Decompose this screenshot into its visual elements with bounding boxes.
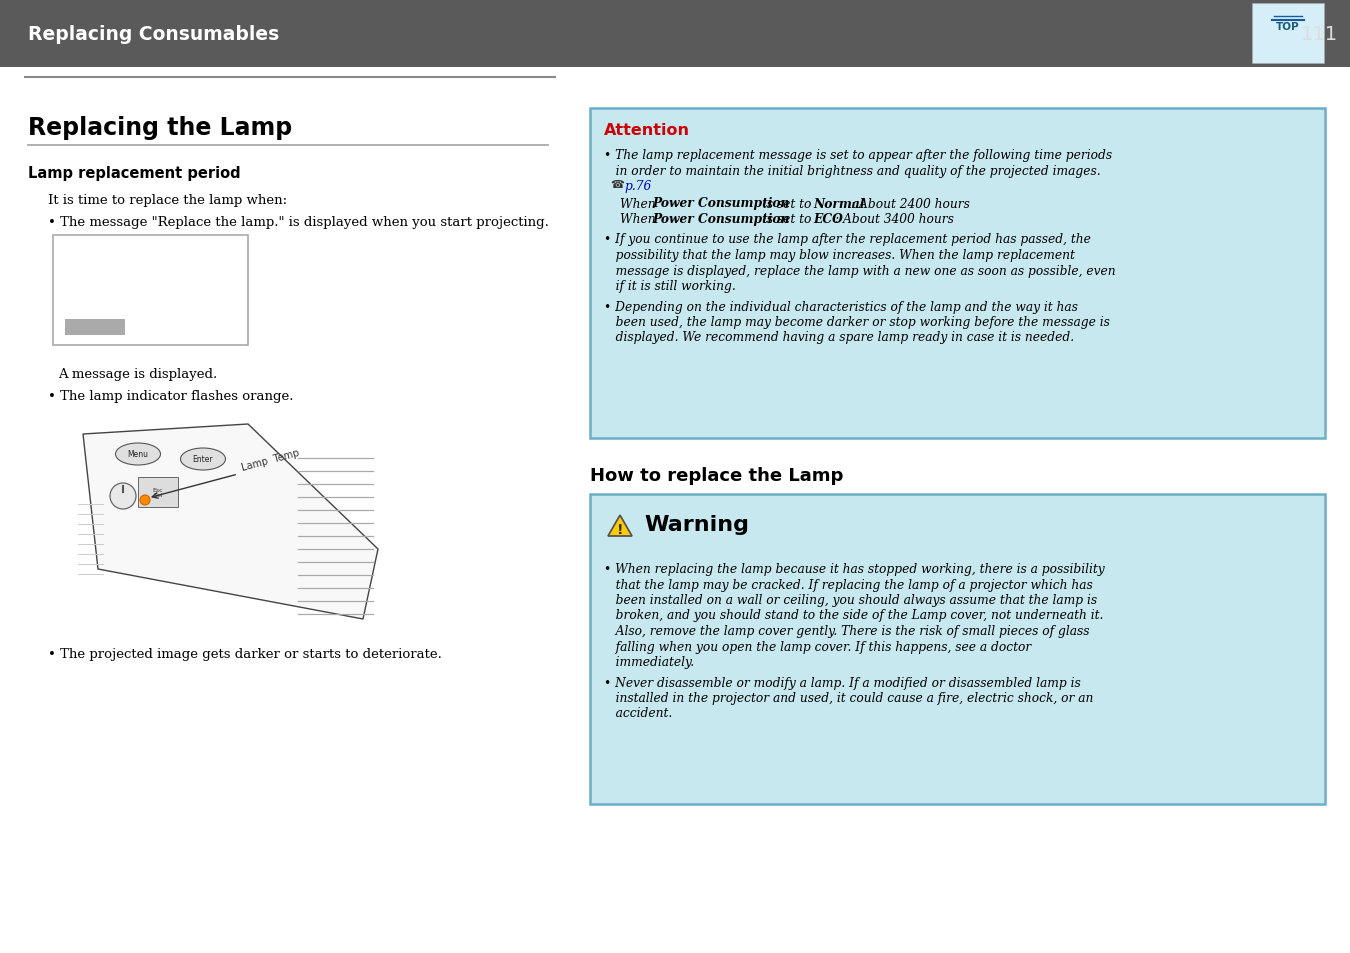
Text: Enter: Enter: [193, 455, 213, 464]
Text: broken, and you should stand to the side of the Lamp cover, not underneath it.: broken, and you should stand to the side…: [603, 609, 1103, 622]
Text: Warning: Warning: [644, 515, 749, 535]
Text: falling when you open the lamp cover. If this happens, see a doctor: falling when you open the lamp cover. If…: [603, 639, 1031, 653]
Text: 111: 111: [1301, 25, 1338, 44]
Text: message is displayed, replace the lamp with a new one as soon as possible, even: message is displayed, replace the lamp w…: [603, 264, 1115, 277]
Text: When: When: [620, 197, 660, 211]
Text: Replacing Consumables: Replacing Consumables: [28, 25, 279, 44]
Text: • The lamp indicator flashes orange.: • The lamp indicator flashes orange.: [49, 390, 293, 402]
Text: Lamp replacement period: Lamp replacement period: [28, 166, 240, 181]
Circle shape: [109, 483, 136, 510]
Text: is set to: is set to: [759, 197, 815, 211]
Bar: [590, 495, 1324, 804]
Bar: [65, 319, 126, 335]
Text: Menu: Menu: [127, 450, 148, 459]
Text: Power Consumption: Power Consumption: [652, 213, 790, 226]
Text: • The projected image gets darker or starts to deteriorate.: • The projected image gets darker or sta…: [49, 647, 441, 660]
Text: been used, the lamp may become darker or stop working before the message is: been used, the lamp may become darker or…: [603, 315, 1110, 329]
Bar: [53, 235, 248, 346]
Text: • When replacing the lamp because it has stopped working, there is a possibility: • When replacing the lamp because it has…: [603, 562, 1104, 576]
Text: immediately.: immediately.: [603, 656, 694, 668]
Text: It is time to replace the lamp when:: It is time to replace the lamp when:: [49, 193, 288, 207]
Bar: [1251, 4, 1324, 64]
Text: When: When: [620, 213, 660, 226]
Polygon shape: [608, 516, 632, 537]
Bar: [138, 477, 178, 507]
Text: ECO: ECO: [813, 213, 842, 226]
Text: in order to maintain the initial brightness and quality of the projected images.: in order to maintain the initial brightn…: [603, 164, 1100, 177]
Text: TOP: TOP: [1276, 22, 1300, 31]
Text: been installed on a wall or ceiling, you should always assume that the lamp is: been installed on a wall or ceiling, you…: [603, 594, 1098, 606]
Text: • The message "Replace the lamp." is displayed when you start projecting.: • The message "Replace the lamp." is dis…: [49, 215, 549, 229]
Text: • Depending on the individual characteristics of the lamp and the way it has: • Depending on the individual characteri…: [603, 300, 1077, 314]
Text: ☎: ☎: [610, 180, 624, 190]
Text: installed in the projector and used, it could cause a fire, electric shock, or a: installed in the projector and used, it …: [603, 691, 1094, 704]
Text: accident.: accident.: [603, 707, 672, 720]
Text: Power Consumption: Power Consumption: [652, 197, 790, 211]
Text: is set to: is set to: [759, 213, 815, 226]
Text: that the lamp may be cracked. If replacing the lamp of a projector which has: that the lamp may be cracked. If replaci…: [603, 578, 1092, 591]
Text: Esc
Sel: Esc Sel: [153, 487, 163, 497]
Polygon shape: [82, 424, 378, 619]
Text: • The lamp replacement message is set to appear after the following time periods: • The lamp replacement message is set to…: [603, 149, 1112, 162]
Text: Normal: Normal: [813, 197, 864, 211]
Text: Also, remove the lamp cover gently. There is the risk of small pieces of glass: Also, remove the lamp cover gently. Ther…: [603, 624, 1089, 638]
Ellipse shape: [116, 443, 161, 465]
Text: displayed. We recommend having a spare lamp ready in case it is needed.: displayed. We recommend having a spare l…: [603, 331, 1075, 344]
Text: if it is still working.: if it is still working.: [603, 280, 736, 293]
Circle shape: [140, 496, 150, 505]
Text: How to replace the Lamp: How to replace the Lamp: [590, 467, 844, 484]
Text: Replacing the Lamp: Replacing the Lamp: [28, 116, 292, 140]
Bar: [0, 0, 1350, 68]
Text: : About 2400 hours: : About 2400 hours: [850, 197, 969, 211]
Bar: [590, 109, 1324, 438]
Text: !: !: [617, 523, 624, 537]
Text: • If you continue to use the lamp after the replacement period has passed, the: • If you continue to use the lamp after …: [603, 233, 1091, 246]
Text: p.76: p.76: [624, 180, 651, 193]
Ellipse shape: [181, 449, 225, 471]
Text: A message is displayed.: A message is displayed.: [58, 368, 217, 380]
Text: : About 3400 hours: : About 3400 hours: [836, 213, 954, 226]
Text: possibility that the lamp may blow increases. When the lamp replacement: possibility that the lamp may blow incre…: [603, 249, 1075, 262]
Text: Lamp  Temp: Lamp Temp: [240, 448, 300, 473]
Text: • Never disassemble or modify a lamp. If a modified or disassembled lamp is: • Never disassemble or modify a lamp. If…: [603, 676, 1081, 689]
Text: Attention: Attention: [603, 123, 690, 138]
